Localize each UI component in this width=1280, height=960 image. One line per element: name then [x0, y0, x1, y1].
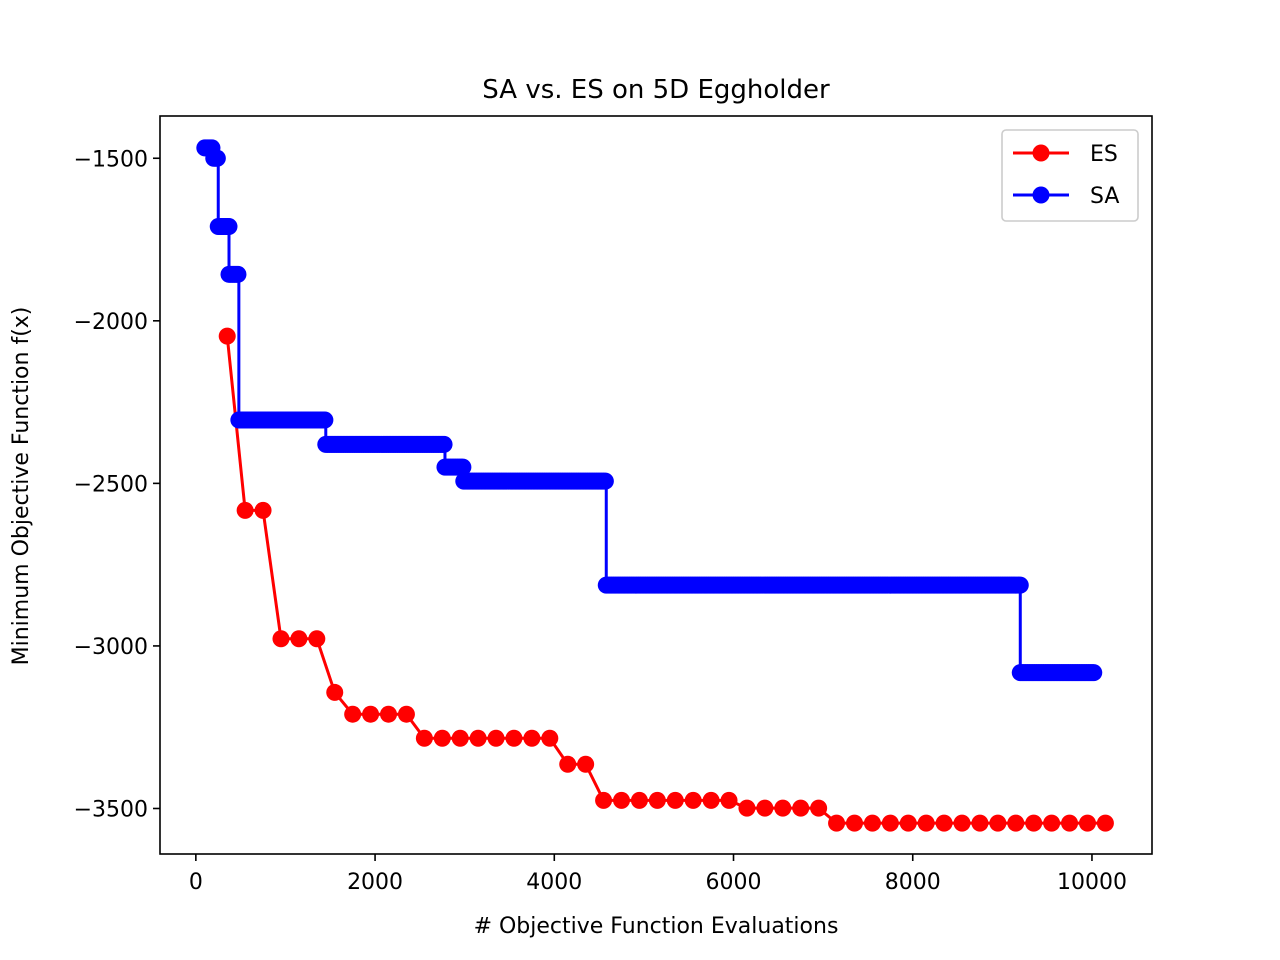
series-es-point	[433, 729, 451, 747]
series-es-point	[1096, 814, 1114, 832]
series-es-point	[953, 814, 971, 832]
series-es-point	[648, 791, 666, 809]
series-es-point	[344, 705, 362, 723]
series-es-point	[702, 791, 720, 809]
series-sa-point	[220, 218, 238, 236]
series-sa-point	[596, 472, 614, 490]
series-sa-point	[208, 149, 226, 167]
series-es-point	[935, 814, 953, 832]
series-es-point	[415, 729, 433, 747]
series-es-point	[738, 799, 756, 817]
series-es-point	[720, 791, 738, 809]
y-tick-label: −3500	[74, 797, 148, 822]
chart-title: SA vs. ES on 5D Eggholder	[482, 75, 830, 105]
series-es-point	[630, 791, 648, 809]
series-sa	[196, 139, 1103, 682]
series-es-point	[989, 814, 1007, 832]
series-es-point	[1061, 814, 1079, 832]
series-es-point	[218, 327, 236, 345]
series-es-point	[1025, 814, 1043, 832]
x-axis-label: # Objective Function Evaluations	[474, 914, 839, 939]
series-es-point	[774, 799, 792, 817]
series-es-point	[845, 814, 863, 832]
series-es-point	[541, 729, 559, 747]
x-tick-label: 4000	[526, 870, 582, 895]
y-tick-label: −3000	[74, 635, 148, 660]
series-es-point	[236, 501, 254, 519]
x-tick-label: 6000	[706, 870, 762, 895]
series-es-point	[505, 729, 523, 747]
series-es-point	[792, 799, 810, 817]
series-es-point	[272, 630, 290, 648]
x-tick-label: 8000	[885, 870, 941, 895]
series-es-point	[397, 705, 415, 723]
series-es-point	[1007, 814, 1025, 832]
x-tick-label: 2000	[347, 870, 403, 895]
y-tick-label: −2000	[74, 310, 148, 335]
series-es-point	[362, 705, 380, 723]
series-es-point	[577, 755, 595, 773]
series-es-point	[899, 814, 917, 832]
series-sa-point	[1011, 576, 1029, 594]
legend-marker-sa	[1032, 186, 1050, 204]
series-sa-line	[204, 146, 1095, 675]
legend-label-es: ES	[1090, 142, 1118, 167]
series-es-point	[308, 630, 326, 648]
series-es-point	[810, 799, 828, 817]
legend-item-es: ES	[1013, 142, 1118, 167]
series-es-point	[469, 729, 487, 747]
legend-label-sa: SA	[1090, 184, 1119, 209]
y-axis-label: Minimum Objective Function f(x)	[9, 307, 34, 666]
y-tick-label: −1500	[74, 147, 148, 172]
series-sa-point	[435, 435, 453, 453]
x-tick-label: 10000	[1057, 870, 1127, 895]
series-es-point	[881, 814, 899, 832]
series-es-point	[487, 729, 505, 747]
series-es-point	[451, 729, 469, 747]
series-layer	[196, 139, 1114, 832]
series-es-point	[612, 791, 630, 809]
series-sa-point	[1085, 664, 1103, 682]
series-es-point	[595, 791, 613, 809]
series-es-point	[684, 791, 702, 809]
legend-item-sa: SA	[1013, 184, 1119, 209]
series-es-point	[559, 755, 577, 773]
series-es-point	[971, 814, 989, 832]
series-es-point	[254, 501, 272, 519]
series-es-point	[326, 683, 344, 701]
series-es-point	[917, 814, 935, 832]
legend-marker-es	[1032, 144, 1050, 162]
series-es-point	[666, 791, 684, 809]
series-sa-point	[454, 458, 472, 476]
series-sa-point	[229, 265, 247, 283]
series-es-point	[290, 630, 308, 648]
series-es-point	[523, 729, 541, 747]
series-es-point	[1043, 814, 1061, 832]
series-es-point	[863, 814, 881, 832]
ticks-layer: 0 2000 4000 6000 8000 10000 −1500 −2000 −2500 −30…	[74, 147, 1127, 895]
series-es-point	[828, 814, 846, 832]
series-sa-point	[316, 411, 334, 429]
series-es-point	[756, 799, 774, 817]
series-es	[218, 327, 1114, 832]
series-es-point	[1078, 814, 1096, 832]
x-tick-label: 0	[189, 870, 203, 895]
plot-frame	[159, 115, 1153, 855]
series-es-point	[380, 705, 398, 723]
legend: ES SA	[1001, 129, 1139, 222]
y-tick-label: −2500	[74, 472, 148, 497]
